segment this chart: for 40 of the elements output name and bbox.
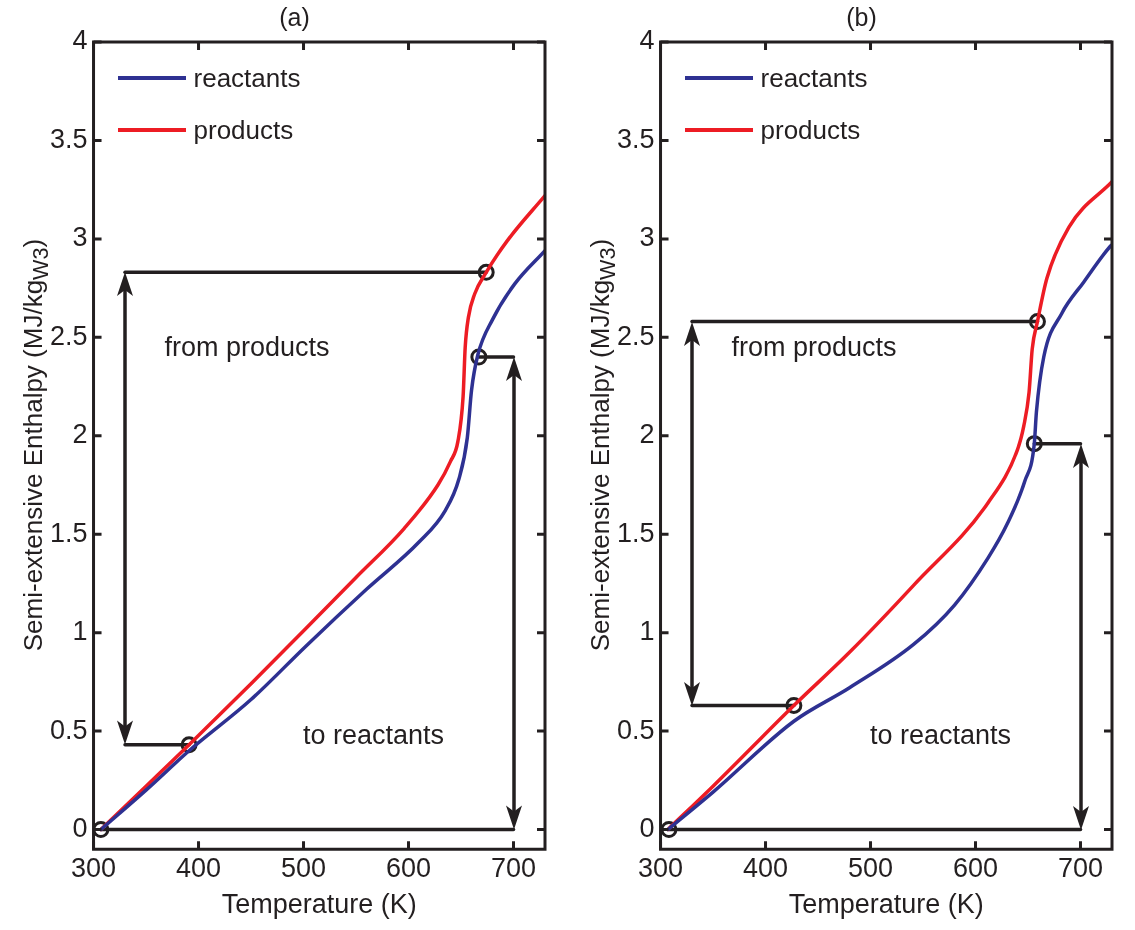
legend-label: products: [760, 114, 861, 146]
x-tick-label: 700: [1057, 852, 1104, 883]
y-tick-label: 1: [639, 616, 655, 647]
y-tick-label: 4: [639, 25, 655, 56]
y-tick-label: 0.5: [49, 714, 88, 745]
x-tick-label: 400: [742, 852, 789, 883]
chart-title: (b): [846, 2, 877, 31]
x-tick-label: 500: [847, 852, 894, 883]
y-tick-label: 2: [72, 419, 88, 450]
annotation: to reactants: [869, 719, 1011, 750]
legend-label: reactants: [193, 62, 301, 94]
x-tick-label: 600: [952, 852, 999, 883]
x-tick-label: 300: [638, 852, 684, 883]
y-tick-label: 0.5: [616, 714, 655, 745]
x-tick-label: 300: [71, 852, 117, 883]
y-tick-label: 3.5: [616, 123, 655, 154]
x-tick-label: 400: [175, 852, 222, 883]
x-axis-title: Temperature (K): [788, 889, 984, 920]
x-axis-title: Temperature (K): [221, 889, 417, 920]
annotation: from products: [164, 332, 330, 363]
x-tick-label: 600: [385, 852, 432, 883]
y-tick-label: 1.5: [616, 517, 655, 548]
y-tick-label: 3: [72, 222, 88, 253]
y-tick-label: 0: [639, 812, 655, 843]
chart-title: (a): [279, 2, 310, 31]
point: [660, 821, 678, 839]
legend-label: products: [193, 114, 294, 146]
legend-label: reactants: [760, 62, 868, 94]
x-tick-label: 500: [280, 852, 327, 883]
x-tick-label: 700: [490, 852, 537, 883]
annotation: from products: [731, 332, 897, 363]
annotation: to reactants: [302, 719, 444, 750]
y-tick-label: 4: [72, 25, 88, 56]
y-tick-label: 2: [639, 419, 655, 450]
y-tick-label: 3.5: [49, 123, 88, 154]
y-tick-label: 1.5: [49, 517, 88, 548]
y-tick-label: 0: [72, 812, 88, 843]
y-tick-label: 3: [639, 222, 655, 253]
point: [93, 821, 110, 839]
y-tick-label: 1: [72, 616, 88, 647]
